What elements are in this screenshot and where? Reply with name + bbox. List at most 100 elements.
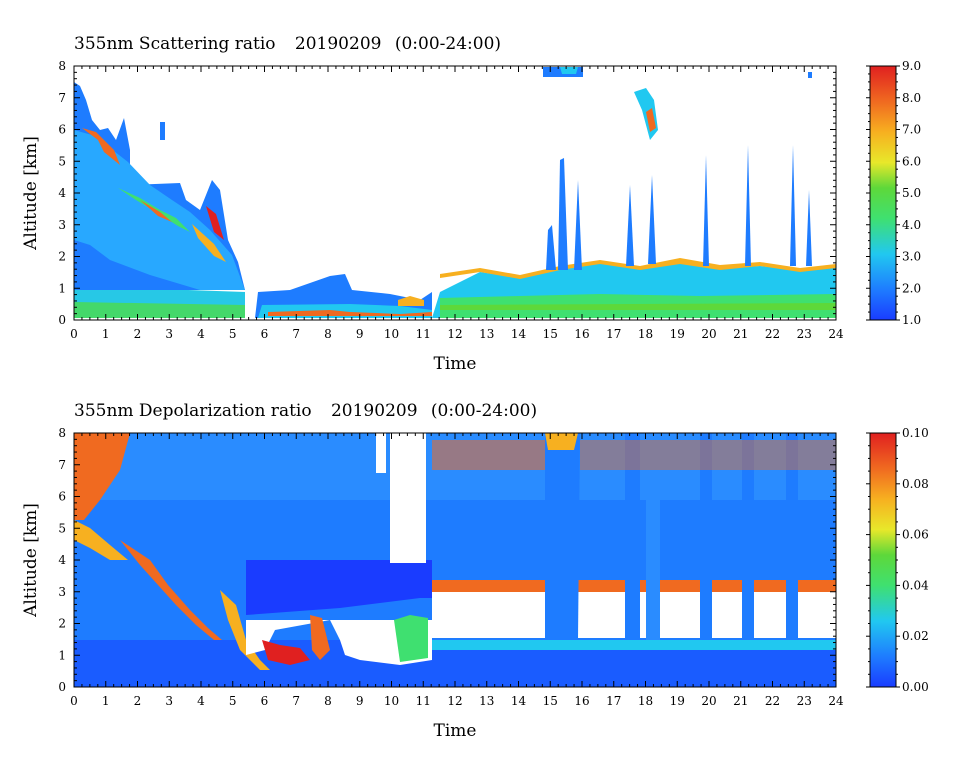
scattering-x-tick-label: 17 (606, 327, 621, 341)
depolarization-x-tick-label: 9 (356, 694, 364, 708)
scattering-x-tick-label: 22 (765, 327, 780, 341)
scattering-x-tick-label: 8 (324, 327, 332, 341)
depolarization-x-tick-label: 14 (511, 694, 527, 708)
scattering-colorbar-tick-label: 8.0 (902, 91, 921, 105)
depolarization-heatmap (74, 433, 836, 687)
depolarization-colorbar-tick-label: 0.08 (902, 477, 929, 491)
depolarization-x-tick-label: 12 (447, 694, 462, 708)
scattering-colorbar-tick-label: 3.0 (902, 250, 921, 264)
scattering-x-tick-label: 6 (261, 327, 269, 341)
scattering-x-tick-label: 3 (165, 327, 173, 341)
scattering-colorbar-tick-label: 6.0 (902, 154, 921, 168)
scattering-heatmap (74, 67, 836, 318)
depolarization-y-tick-label: 5 (58, 521, 66, 535)
depolarization-x-tick-label: 15 (543, 694, 558, 708)
scattering-colorbar-tick-label: 7.0 (902, 123, 921, 137)
depolarization-x-tick-label: 19 (670, 694, 685, 708)
depolarization-y-tick-label: 1 (58, 648, 66, 662)
scattering-y-tick-label: 0 (58, 313, 66, 327)
depolarization-y-tick-label: 6 (58, 490, 66, 504)
scattering-colorbar-tick-label: 2.0 (902, 281, 921, 295)
depolarization-x-tick-label: 4 (197, 694, 205, 708)
depolarization-x-tick-label: 2 (134, 694, 142, 708)
scattering-date: 20190209 (295, 34, 382, 54)
scattering-colorbar-tick-label: 4.0 (902, 218, 921, 232)
scattering-x-tick-label: 19 (670, 327, 685, 341)
scattering-x-tick-label: 14 (511, 327, 527, 341)
depolarization-y-label: Altitude [km] (21, 503, 41, 618)
scattering-x-tick-label: 18 (638, 327, 653, 341)
depolarization-x-tick-label: 24 (828, 694, 844, 708)
depolarization-x-label: Time (434, 721, 477, 741)
scattering-title-text: 355nm Scattering ratio 20190209 (0:00-24… (74, 34, 501, 54)
scattering-y-tick-label: 3 (58, 218, 66, 232)
depolarization-x-tick-label: 23 (797, 694, 812, 708)
scattering-colorbar-ticks: 1.0 2.0 3.0 4.0 5.0 6.0 7.0 8.0 9.0 (866, 59, 921, 327)
scattering-x-tick-label: 24 (828, 327, 844, 341)
depolarization-x-tick-label: 21 (733, 694, 748, 708)
depolarization-title-text: 355nm Depolarization ratio 20190209 (0:0… (74, 401, 537, 421)
scattering-y-tick-label: 5 (58, 154, 66, 168)
depolarization-y-tick-label: 7 (58, 458, 66, 472)
depolarization-time-range: (0:00-24:00) (431, 401, 537, 421)
depolarization-x-tick-label: 3 (165, 694, 173, 708)
scattering-colorbar-tick-label: 5.0 (902, 186, 921, 200)
depolarization-x-tick-label: 0 (70, 694, 78, 708)
scattering-colorbar (869, 65, 897, 321)
depolarization-x-ticks: 0 1 2 3 4 5 6 7 8 9 10 11 12 13 14 15 16 17 18 19 20 21 22 23 24 (70, 433, 844, 708)
depolarization-x-tick-label: 11 (416, 694, 431, 708)
scattering-x-ticks: 0 1 2 3 4 5 6 7 8 9 10 11 12 13 14 15 16 17 18 19 20 21 22 23 24 (70, 66, 844, 341)
scattering-y-tick-label: 8 (58, 59, 66, 73)
scattering-x-tick-label: 20 (701, 327, 716, 341)
scattering-x-tick-label: 23 (797, 327, 812, 341)
scattering-x-tick-label: 2 (134, 327, 142, 341)
scattering-y-label: Altitude [km] (21, 136, 41, 251)
depolarization-x-tick-label: 13 (479, 694, 494, 708)
scattering-x-tick-label: 10 (384, 327, 399, 341)
scattering-x-tick-label: 11 (416, 327, 431, 341)
depolarization-x-tick-label: 22 (765, 694, 780, 708)
scattering-x-tick-label: 1 (102, 327, 110, 341)
scattering-x-tick-label: 21 (733, 327, 748, 341)
depolarization-x-tick-label: 7 (292, 694, 300, 708)
depolarization-colorbar-tick-label: 0.10 (902, 426, 929, 440)
depolarization-x-tick-label: 5 (229, 694, 237, 708)
depolarization-colorbar-tick-label: 0.06 (902, 528, 929, 542)
scattering-colorbar-tick-label: 1.0 (902, 313, 921, 327)
depolarization-x-tick-label: 18 (638, 694, 653, 708)
depolarization-y-tick-label: 0 (58, 680, 66, 694)
depolarization-date: 20190209 (331, 401, 418, 421)
depolarization-y-tick-label: 8 (58, 426, 66, 440)
scattering-x-tick-label: 5 (229, 327, 237, 341)
scattering-ratio-panel: 355nm Scattering ratio 20190209 (0:00-24… (21, 34, 921, 374)
depolarization-colorbar-tick-label: 0.02 (902, 629, 929, 643)
scattering-x-tick-label: 4 (197, 327, 205, 341)
depolarization-x-tick-label: 20 (701, 694, 716, 708)
depolarization-x-tick-label: 16 (574, 694, 589, 708)
depolarization-colorbar-tick-label: 0.04 (902, 578, 929, 592)
depolarization-x-tick-label: 10 (384, 694, 399, 708)
depolarization-x-tick-label: 6 (261, 694, 269, 708)
depolarization-colorbar-tick-label: 0.00 (902, 680, 929, 694)
depolarization-x-tick-label: 17 (606, 694, 621, 708)
scattering-y-tick-label: 4 (58, 186, 66, 200)
scattering-y-ticks: 0 1 2 3 4 5 6 7 8 (58, 59, 836, 327)
scattering-y-tick-label: 2 (58, 250, 66, 264)
depolarization-x-tick-label: 1 (102, 694, 110, 708)
scattering-x-tick-label: 0 (70, 327, 78, 341)
depolarization-colorbar-ticks: 0.00 0.02 0.04 0.06 0.08 0.10 (866, 426, 929, 694)
scattering-x-tick-label: 9 (356, 327, 364, 341)
depolarization-title: 355nm Depolarization ratio (74, 401, 312, 421)
depolarization-y-tick-label: 2 (58, 617, 66, 631)
scattering-y-tick-label: 6 (58, 123, 66, 137)
scattering-x-tick-label: 13 (479, 327, 494, 341)
depolarization-x-tick-label: 8 (324, 694, 332, 708)
depolarization-ratio-panel: 355nm Depolarization ratio 20190209 (0:0… (21, 401, 929, 741)
depolarization-y-ticks: 0 1 2 3 4 5 6 7 8 (58, 426, 836, 694)
scattering-y-tick-label: 7 (58, 91, 66, 105)
depolarization-colorbar (869, 432, 897, 688)
scattering-x-tick-label: 12 (447, 327, 462, 341)
depolarization-y-tick-label: 4 (58, 553, 66, 567)
scattering-x-tick-label: 16 (574, 327, 589, 341)
